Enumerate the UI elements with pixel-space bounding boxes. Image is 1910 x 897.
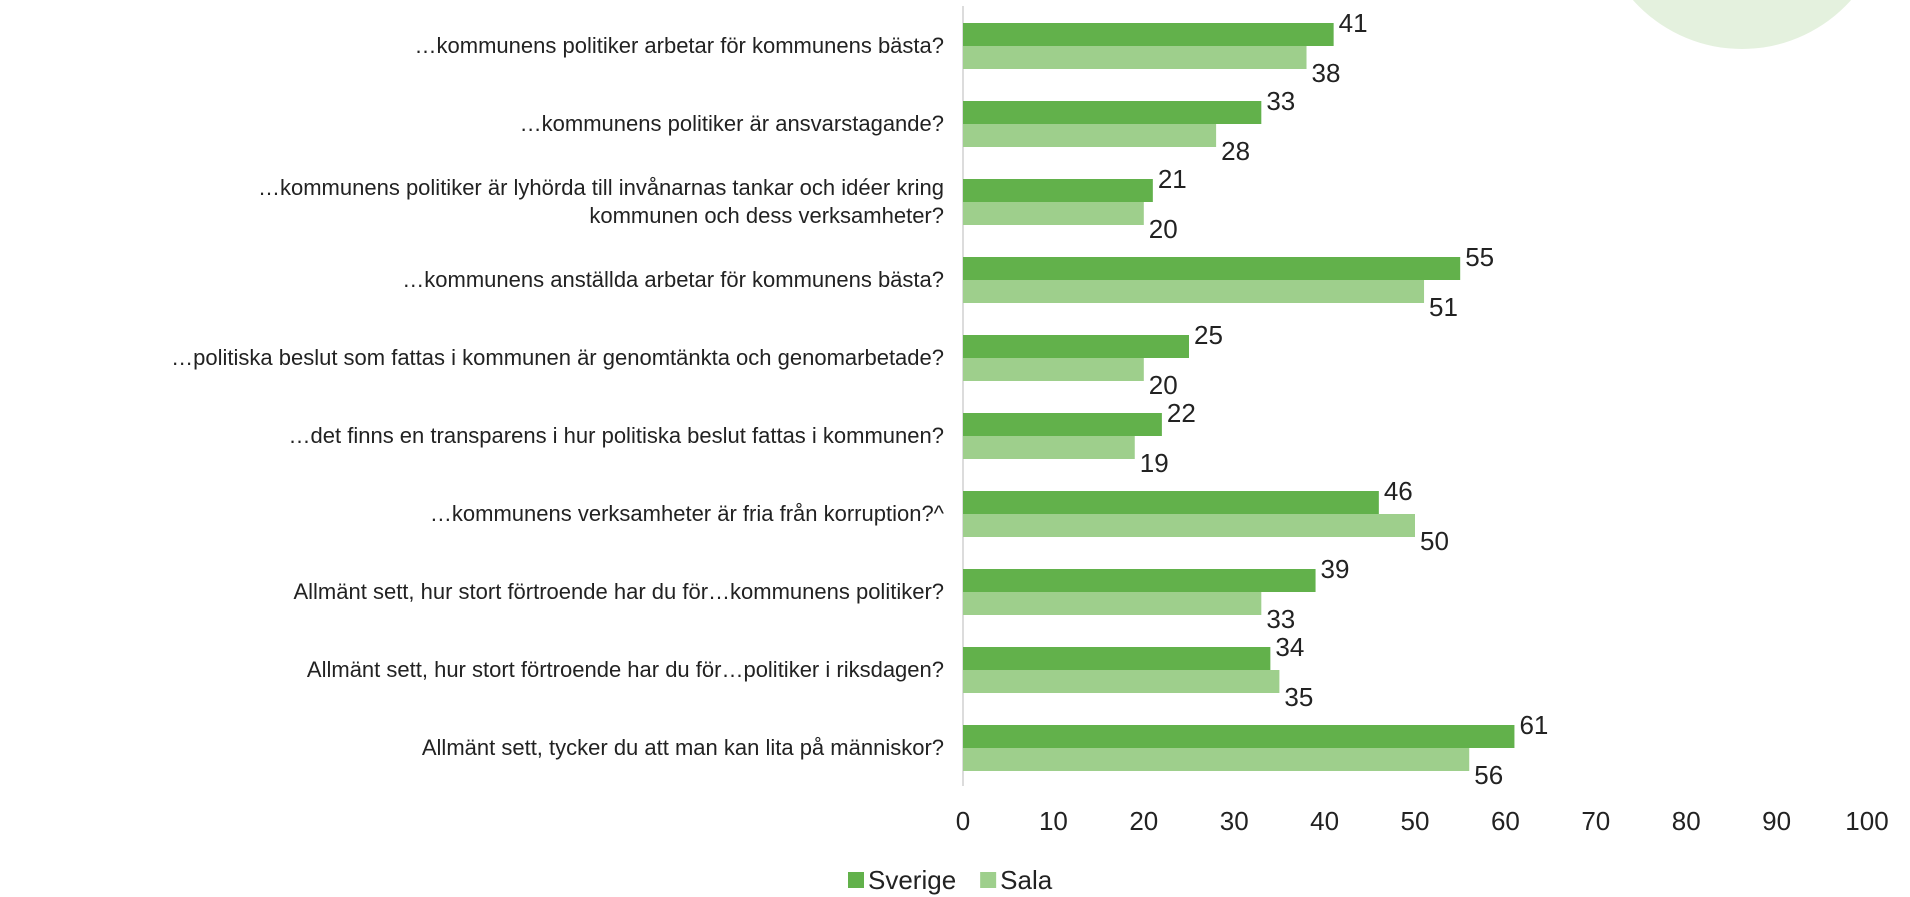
bar bbox=[963, 257, 1461, 280]
category-label: …kommunens politiker är lyhörda till inv… bbox=[258, 175, 944, 228]
bar bbox=[963, 23, 1334, 46]
decoration-circle bbox=[1632, 0, 1852, 49]
value-label: 41 bbox=[1339, 8, 1368, 38]
x-tick-label: 70 bbox=[1581, 806, 1610, 836]
value-label: 39 bbox=[1321, 554, 1350, 584]
category-label: Allmänt sett, tycker du att man kan lita… bbox=[421, 735, 944, 760]
bar bbox=[963, 358, 1144, 381]
x-tick-label: 10 bbox=[1039, 806, 1068, 836]
x-tick-label: 0 bbox=[956, 806, 970, 836]
value-label: 20 bbox=[1149, 370, 1178, 400]
x-tick-label: 80 bbox=[1672, 806, 1701, 836]
value-label: 61 bbox=[1519, 710, 1548, 740]
category-label: …kommunens anställda arbetar för kommune… bbox=[402, 267, 944, 292]
x-tick-label: 30 bbox=[1220, 806, 1249, 836]
x-tick-label: 60 bbox=[1491, 806, 1520, 836]
bar bbox=[963, 748, 1470, 771]
x-tick-label: 40 bbox=[1310, 806, 1339, 836]
value-label: 22 bbox=[1167, 398, 1196, 428]
category-label: Allmänt sett, hur stort förtroende har d… bbox=[293, 579, 944, 604]
bar bbox=[963, 101, 1262, 124]
value-label: 20 bbox=[1149, 214, 1178, 244]
category-label: Allmänt sett, hur stort förtroende har d… bbox=[306, 657, 944, 682]
value-label: 33 bbox=[1266, 604, 1295, 634]
bar bbox=[963, 436, 1135, 459]
x-tick-label: 100 bbox=[1845, 806, 1888, 836]
bar bbox=[963, 335, 1189, 358]
bar bbox=[963, 592, 1262, 615]
bar bbox=[963, 569, 1316, 592]
value-label: 46 bbox=[1384, 476, 1413, 506]
category-label: …kommunens verksamheter är fria från kor… bbox=[429, 501, 944, 526]
value-label: 56 bbox=[1474, 760, 1503, 790]
bar bbox=[963, 514, 1415, 537]
legend-label: Sala bbox=[1000, 865, 1053, 895]
value-label: 34 bbox=[1275, 632, 1304, 662]
bar bbox=[963, 647, 1271, 670]
category-label: …kommunens politiker är ansvarstagande? bbox=[519, 111, 944, 136]
legend-swatch bbox=[848, 872, 864, 888]
value-label: 38 bbox=[1312, 58, 1341, 88]
category-label: …det finns en transparens i hur politisk… bbox=[288, 423, 944, 448]
value-label: 28 bbox=[1221, 136, 1250, 166]
bar bbox=[963, 413, 1162, 436]
bar bbox=[963, 725, 1515, 748]
value-label: 55 bbox=[1465, 242, 1494, 272]
bar bbox=[963, 46, 1307, 69]
bar bbox=[963, 124, 1217, 147]
bar bbox=[963, 280, 1425, 303]
bar bbox=[963, 202, 1144, 225]
bar bbox=[963, 491, 1379, 514]
value-label: 19 bbox=[1140, 448, 1169, 478]
x-tick-label: 90 bbox=[1762, 806, 1791, 836]
value-label: 33 bbox=[1266, 86, 1295, 116]
bar bbox=[963, 670, 1280, 693]
value-label: 25 bbox=[1194, 320, 1223, 350]
x-tick-label: 20 bbox=[1129, 806, 1158, 836]
bar bbox=[963, 179, 1153, 202]
value-label: 35 bbox=[1284, 682, 1313, 712]
category-label: …politiska beslut som fattas i kommunen … bbox=[171, 345, 944, 370]
value-label: 50 bbox=[1420, 526, 1449, 556]
legend-label: Sverige bbox=[868, 865, 956, 895]
value-label: 21 bbox=[1158, 164, 1187, 194]
x-tick-label: 50 bbox=[1401, 806, 1430, 836]
category-label: …kommunens politiker arbetar för kommune… bbox=[414, 33, 944, 58]
legend-swatch bbox=[980, 872, 997, 888]
value-label: 51 bbox=[1429, 292, 1458, 322]
